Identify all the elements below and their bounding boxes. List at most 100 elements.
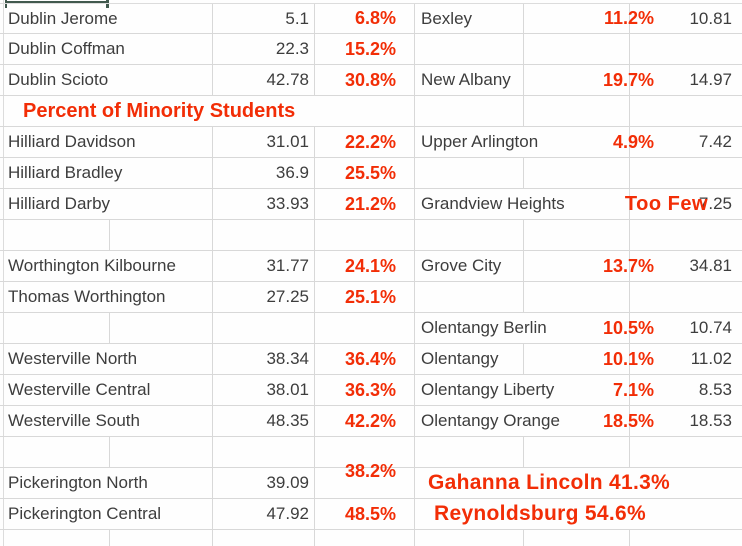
cell-empty[interactable] (0, 437, 110, 467)
annotation-pct-left[interactable]: 42.2% (344, 410, 396, 431)
cell-pct-left[interactable] (315, 344, 415, 374)
cell-pct-left[interactable] (315, 499, 415, 529)
cell-empty[interactable] (110, 220, 213, 250)
cell-pct-left[interactable] (315, 127, 415, 157)
annotation-pct-left[interactable]: 24.1% (344, 255, 396, 276)
cell-value-right[interactable]: 10.81 (689, 8, 732, 28)
cell-value-right[interactable] (630, 34, 742, 64)
annotation-pct-right[interactable]: 10.1% (602, 348, 654, 369)
cell-value-left[interactable]: 38.34 (213, 344, 315, 374)
cell-pct-right[interactable] (524, 4, 630, 33)
cell-school-right[interactable]: Olentangy Liberty (415, 375, 630, 405)
cell-pct-right[interactable] (524, 96, 630, 126)
annotation-pct-left[interactable]: 6.8% (354, 8, 396, 28)
cell-value-left[interactable]: 39.09 (213, 468, 315, 498)
cell-school-right[interactable]: Upper Arlington (415, 127, 630, 157)
cell-empty[interactable] (213, 530, 315, 546)
annotation-pct-left[interactable]: 48.5% (344, 503, 396, 524)
cell-empty[interactable] (213, 313, 315, 343)
cell-value-right[interactable]: 34.81 (689, 256, 732, 275)
cell-empty[interactable] (315, 530, 415, 546)
cell-school-right[interactable] (415, 34, 524, 64)
annotation-pct-right[interactable]: 4.9% (612, 131, 654, 152)
cell-value-left[interactable]: 31.01 (213, 127, 315, 157)
cell-empty[interactable] (0, 220, 110, 250)
cell-school-left[interactable]: Westerville South (0, 406, 213, 436)
annotation-pct-right[interactable]: 11.2% (603, 8, 654, 28)
cell-value-left[interactable]: 48.35 (213, 406, 315, 436)
cell-pct-right[interactable] (524, 158, 630, 188)
cell-school-left[interactable]: Dublin Scioto (0, 65, 213, 95)
cell-school-right[interactable]: Olentangy Orange (415, 406, 630, 436)
annotation-pct-left[interactable]: 36.3% (344, 379, 396, 400)
cell-empty[interactable] (524, 437, 630, 467)
cell-value-left[interactable]: 31.77 (213, 251, 315, 281)
annotation-pct-right[interactable]: 19.7% (602, 69, 654, 90)
cell-value-right[interactable] (630, 96, 742, 126)
annotation-pct-left[interactable]: 36.4% (344, 348, 396, 369)
cell-school-right[interactable]: New Albany (415, 65, 524, 95)
cell-empty[interactable] (110, 437, 213, 467)
cell-empty[interactable] (213, 437, 315, 467)
cell-pct-left[interactable] (315, 158, 415, 188)
cell-school-left[interactable]: Dublin Coffman (0, 34, 213, 64)
cell-empty[interactable] (110, 530, 213, 546)
cell-school-left[interactable]: Hilliard Darby (0, 189, 213, 219)
cell-empty[interactable] (630, 437, 742, 467)
cell-empty[interactable] (415, 437, 524, 467)
cell-school-right[interactable]: Grandview Heights (415, 189, 630, 219)
cell-value-left[interactable]: 33.93 (213, 189, 315, 219)
cell-school-left[interactable]: Hilliard Bradley (0, 158, 213, 188)
cell-school-right[interactable]: Bexley (415, 4, 524, 33)
cell-empty[interactable] (213, 220, 315, 250)
cell-value-left[interactable]: 27.25 (213, 282, 315, 312)
cell-school-right[interactable]: Grove City (415, 251, 524, 281)
annotation-pct-left[interactable]: 15.2% (344, 38, 396, 59)
cell-value-left[interactable]: 47.92 (213, 499, 315, 529)
cell-pct-right[interactable] (524, 282, 630, 312)
cell-school-right[interactable]: Olentangy Berlin (415, 313, 630, 343)
cell-school-right[interactable]: Olentangy (415, 344, 524, 374)
cell-empty[interactable] (630, 530, 742, 546)
cell-school-right[interactable] (415, 282, 524, 312)
annotation-pct-right[interactable]: 13.7% (602, 255, 654, 276)
cell-pct-left[interactable] (315, 65, 415, 95)
cell-empty[interactable] (415, 220, 524, 250)
annotation-reynoldsburg[interactable]: Reynoldsburg 54.6% (434, 502, 646, 525)
cell-value-left[interactable]: 22.3 (213, 34, 315, 64)
cell-value-left[interactable]: 42.78 (213, 65, 315, 95)
cell-pct-left[interactable] (315, 189, 415, 219)
annotation-pct-left[interactable]: 30.8% (344, 69, 396, 90)
cell-pct-left[interactable] (315, 406, 415, 436)
cell-pct-right[interactable] (524, 65, 630, 95)
cell-empty[interactable] (630, 220, 742, 250)
cell-empty[interactable] (0, 530, 110, 546)
cell-pct-left[interactable] (315, 282, 415, 312)
cell-pct-right[interactable] (524, 251, 630, 281)
cell-school-left[interactable]: Westerville North (0, 344, 213, 374)
cell-school-left[interactable]: Dublin Jerome (0, 4, 213, 33)
sheet-title[interactable]: Percent of Minority Students (0, 96, 415, 126)
cell-school-left[interactable]: Pickerington North (0, 468, 213, 498)
cell-pct-left[interactable] (315, 34, 415, 64)
annotation-pct-left[interactable]: 38.2% (344, 460, 396, 481)
cell-value-right[interactable] (630, 158, 742, 188)
cell-pct-left[interactable] (315, 251, 415, 281)
cell-school-right[interactable] (415, 96, 524, 126)
cell-pct-left[interactable] (315, 4, 415, 33)
cell-pct-right[interactable] (524, 34, 630, 64)
cell-school-left[interactable]: Westerville Central (0, 375, 213, 405)
cell-school-left[interactable]: Thomas Worthington (0, 282, 213, 312)
cell-empty[interactable] (315, 313, 415, 343)
cell-empty[interactable] (0, 313, 110, 343)
cell-value-right[interactable]: 10.74 (689, 318, 732, 337)
annotation-pct-left[interactable]: 25.1% (344, 286, 396, 307)
cell-value-right[interactable]: 18.53 (689, 411, 732, 430)
cell-empty[interactable] (315, 220, 415, 250)
cell-value-right[interactable]: 7.42 (698, 132, 732, 151)
cell-pct-right[interactable] (524, 344, 630, 374)
cell-school-left[interactable]: Pickerington Central (0, 499, 213, 529)
cell-school-right[interactable] (415, 158, 524, 188)
cell-empty[interactable] (110, 313, 213, 343)
cell-school-left[interactable]: Hilliard Davidson (0, 127, 213, 157)
